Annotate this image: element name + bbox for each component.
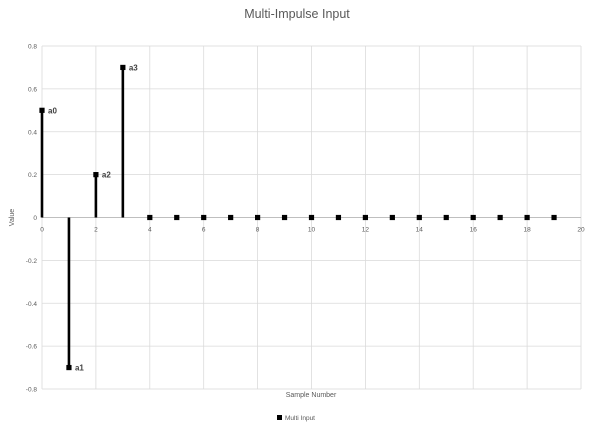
x-axis-title: Sample Number <box>286 392 337 399</box>
legend: Multi Input <box>277 415 315 422</box>
y-tick-label: 0.4 <box>28 129 37 136</box>
x-tick-label: 8 <box>256 227 260 234</box>
data-point <box>66 364 72 371</box>
x-tick-label: 12 <box>362 227 370 234</box>
data-label-a2: a2 <box>102 171 111 180</box>
data-markers <box>39 64 557 371</box>
x-tick-label: 20 <box>577 227 585 234</box>
x-tick-label: 4 <box>148 227 152 234</box>
stem-lines <box>40 67 125 368</box>
y-tick-label: 0.6 <box>28 86 37 93</box>
y-axis-title: Value <box>9 209 16 226</box>
data-point <box>416 214 422 221</box>
data-point <box>335 214 342 221</box>
data-labels: a0 a1 a2 a3 <box>48 63 138 372</box>
data-point <box>120 64 126 71</box>
data-point <box>389 214 395 221</box>
legend-label: Multi Input <box>285 415 315 422</box>
data-label-a1: a1 <box>75 364 84 373</box>
data-point <box>308 214 315 221</box>
y-tick-label: -0.6 <box>26 344 38 351</box>
x-tick-label: 18 <box>523 227 531 234</box>
x-tick-label: 0 <box>40 227 44 234</box>
data-point <box>497 214 503 221</box>
y-tick-label: -0.4 <box>26 301 38 308</box>
data-label-a3: a3 <box>129 63 138 72</box>
chart-title: Multi-Impulse Input <box>244 7 350 21</box>
data-point <box>228 214 234 221</box>
data-point <box>174 214 180 221</box>
data-point <box>147 214 153 221</box>
legend-marker <box>277 415 282 420</box>
x-tick-label: 16 <box>470 227 478 234</box>
tick-labels: 0 2 4 6 8 10 12 14 16 18 20 -0.8 -0.6 -0.4 -0.2 0 0.2 0.4… <box>26 44 585 394</box>
data-point <box>443 214 449 221</box>
data-point <box>93 172 99 178</box>
data-point <box>39 107 45 113</box>
x-tick-label: 2 <box>94 227 98 234</box>
y-tick-label: -0.2 <box>26 258 38 265</box>
grid-lines <box>41 45 582 390</box>
data-point <box>524 214 530 221</box>
data-point <box>255 214 261 221</box>
data-label-a0: a0 <box>48 106 57 115</box>
y-tick-label: -0.8 <box>26 387 38 394</box>
data-point <box>362 214 368 221</box>
y-tick-label: 0 <box>33 215 37 222</box>
data-point <box>201 214 207 221</box>
data-point <box>281 214 288 221</box>
x-tick-label: 6 <box>202 227 206 234</box>
y-tick-label: 0.8 <box>28 44 37 51</box>
x-tick-label: 14 <box>416 227 424 234</box>
y-tick-label: 0.2 <box>28 172 37 179</box>
data-point <box>551 214 557 221</box>
data-point <box>470 214 476 221</box>
x-tick-label: 10 <box>308 227 316 234</box>
